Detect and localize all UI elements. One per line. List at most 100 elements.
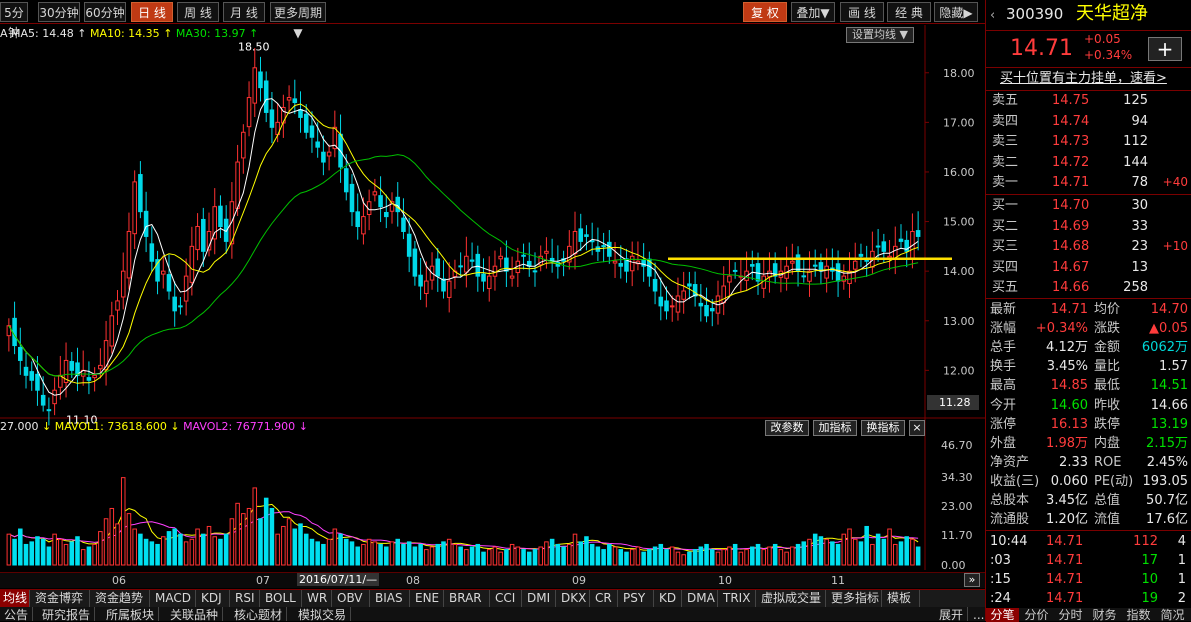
- tab-indicator-5[interactable]: RSI: [232, 590, 260, 607]
- draw-line-button[interactable]: 画 线: [840, 2, 884, 22]
- asks-row[interactable]: 卖三 14.73 112: [986, 132, 1191, 151]
- more-periods-dropdown[interactable]: 更多周期 ▼: [270, 2, 326, 40]
- tab-info-1[interactable]: 研究报告: [38, 607, 96, 621]
- kline-svg[interactable]: 18.00 17.00 16.00 15.00 14.00 13.00 12.00 11.28…: [0, 25, 985, 589]
- tick-count: 4: [1177, 534, 1186, 549]
- tab-info-2[interactable]: 所属板块: [102, 607, 160, 621]
- tab-indicator-11[interactable]: BRAR: [446, 590, 490, 607]
- tab-indicator-12[interactable]: CCI: [492, 590, 522, 607]
- tab-indicator-21[interactable]: 更多指标: [828, 590, 882, 607]
- level2-banner-link[interactable]: 买十位置有主力挂单，速看>: [1000, 71, 1167, 86]
- bids-label: 买四: [992, 259, 1019, 275]
- tab-indicator-13[interactable]: DMI: [524, 590, 556, 607]
- panel-tab-4[interactable]: 指数: [1126, 608, 1151, 622]
- month-label: 09: [572, 574, 586, 587]
- close-indicator-icon[interactable]: ×: [909, 420, 925, 436]
- high-price-label: 18.50: [238, 40, 270, 53]
- period-week-button[interactable]: 周 线: [177, 2, 219, 22]
- tab-info-5[interactable]: 模拟交易: [294, 607, 352, 621]
- asks-row[interactable]: 卖一 14.71 78 +40: [986, 173, 1191, 192]
- period-month-button[interactable]: 月 线: [223, 2, 265, 22]
- panel-tab-2[interactable]: 分时: [1058, 608, 1083, 622]
- change-param-button[interactable]: 改参数: [765, 420, 809, 436]
- volume-bar: [704, 543, 709, 566]
- scroll-left-icon[interactable]: ‹: [990, 8, 996, 23]
- tab-indicator-16[interactable]: PSY: [620, 590, 654, 607]
- tab-indicator-19[interactable]: TRIX: [720, 590, 756, 607]
- bids-row[interactable]: 买三 14.68 23 +10: [986, 237, 1191, 256]
- bids-row[interactable]: 买一 14.70 30: [986, 196, 1191, 215]
- volume-bar: [647, 549, 652, 566]
- period-5min-button[interactable]: 5分钟: [0, 2, 28, 40]
- tab-indicator-18[interactable]: DMA: [684, 590, 718, 607]
- price-tick-label: 13.00: [943, 315, 975, 328]
- panel-tab-3[interactable]: 财务: [1092, 608, 1117, 622]
- more-button[interactable]: ...: [969, 607, 985, 621]
- candle-body: [246, 97, 252, 128]
- hide-button[interactable]: 隐藏▶: [934, 2, 978, 22]
- tab-indicator-2[interactable]: 资金趋势: [92, 590, 150, 607]
- period-60min-button[interactable]: 60分钟: [84, 2, 126, 22]
- stat-label: ROE: [1094, 454, 1122, 470]
- tab-info-3[interactable]: 关联品种: [166, 607, 224, 621]
- period-30min-button[interactable]: 30分钟: [38, 2, 80, 22]
- asks-row[interactable]: 卖四 14.74 94: [986, 112, 1191, 131]
- stat-row: 总股本 3.45亿 总值 50.7亿: [986, 491, 1191, 510]
- candle-body: [624, 258, 629, 272]
- bids-row[interactable]: 买二 14.69 33: [986, 217, 1191, 236]
- current-price-tag-bg: [927, 395, 979, 410]
- tab-indicator-17[interactable]: KD: [656, 590, 682, 607]
- volume-bar: [361, 543, 366, 566]
- tab-indicator-7[interactable]: WR: [304, 590, 332, 607]
- overlay-dropdown[interactable]: 叠加▼: [791, 2, 835, 22]
- tab-indicator-0[interactable]: 均线: [0, 590, 30, 607]
- asks-row[interactable]: 卖五 14.75 125: [986, 91, 1191, 110]
- asks-label: 卖五: [992, 93, 1019, 108]
- tab-indicator-10[interactable]: ENE: [412, 590, 444, 607]
- candle-body: [709, 307, 715, 312]
- panel-tab-1[interactable]: 分价: [1024, 608, 1049, 622]
- candle-body: [767, 270, 772, 278]
- tab-info-0[interactable]: 公告: [0, 607, 34, 621]
- tick-volume: 19: [1141, 591, 1158, 606]
- add-watchlist-button[interactable]: +: [1148, 37, 1182, 61]
- tab-indicator-1[interactable]: 资金博弈: [32, 590, 90, 607]
- add-indicator-button[interactable]: 加指标: [813, 420, 857, 436]
- classic-button[interactable]: 经 典: [887, 2, 931, 22]
- volume-bar: [263, 497, 269, 566]
- tab-indicator-14[interactable]: DKX: [558, 590, 590, 607]
- tab-indicator-4[interactable]: KDJ: [198, 590, 230, 607]
- candle-body: [446, 280, 452, 298]
- panel-tab-0[interactable]: 分笔: [986, 608, 1019, 622]
- tab-indicator-3[interactable]: MACD: [152, 590, 196, 607]
- stat-label: 涨幅: [990, 321, 1017, 337]
- bids-row[interactable]: 买五 14.66 258: [986, 278, 1191, 297]
- ma-settings-dropdown[interactable]: 设置均线 ▼: [846, 27, 914, 43]
- panel-bottom-tabs: 分笔 分价 分时 财务 指数 简况: [986, 608, 1191, 622]
- stat-label: 换手: [990, 359, 1017, 375]
- candle-body: [481, 273, 486, 282]
- volume-bar: [258, 518, 263, 566]
- panel-tab-5[interactable]: 简况: [1160, 608, 1185, 622]
- stat-value: 2.15万: [1146, 435, 1188, 451]
- stat-value: 14.51: [1150, 378, 1188, 394]
- tab-indicator-6[interactable]: BOLL: [262, 590, 302, 607]
- stat-value: 14.70: [1150, 302, 1188, 317]
- fuquan-button[interactable]: 复 权: [743, 2, 787, 22]
- scroll-right-icon[interactable]: »: [964, 573, 980, 587]
- asks-row[interactable]: 卖二 14.72 144: [986, 153, 1191, 172]
- volume-bar: [772, 543, 778, 566]
- tab-indicator-20[interactable]: 虚拟成交量: [758, 590, 826, 607]
- period-day-button[interactable]: 日 线: [131, 2, 173, 22]
- tab-indicator-22[interactable]: 模板: [884, 590, 920, 607]
- kline-chart[interactable]: 18.00 17.00 16.00 15.00 14.00 13.00 12.00 11.28…: [0, 25, 985, 572]
- bids-row[interactable]: 买四 14.67 13: [986, 258, 1191, 277]
- tab-info-4[interactable]: 核心题材: [230, 607, 288, 621]
- expand-button[interactable]: 展开: [935, 607, 969, 621]
- switch-indicator-button[interactable]: 换指标: [861, 420, 905, 436]
- tab-indicator-8[interactable]: OBV: [334, 590, 370, 607]
- tab-indicator-15[interactable]: CR: [592, 590, 618, 607]
- candle-body: [109, 315, 115, 347]
- volume-bar: [446, 538, 452, 566]
- tab-indicator-9[interactable]: BIAS: [372, 590, 410, 607]
